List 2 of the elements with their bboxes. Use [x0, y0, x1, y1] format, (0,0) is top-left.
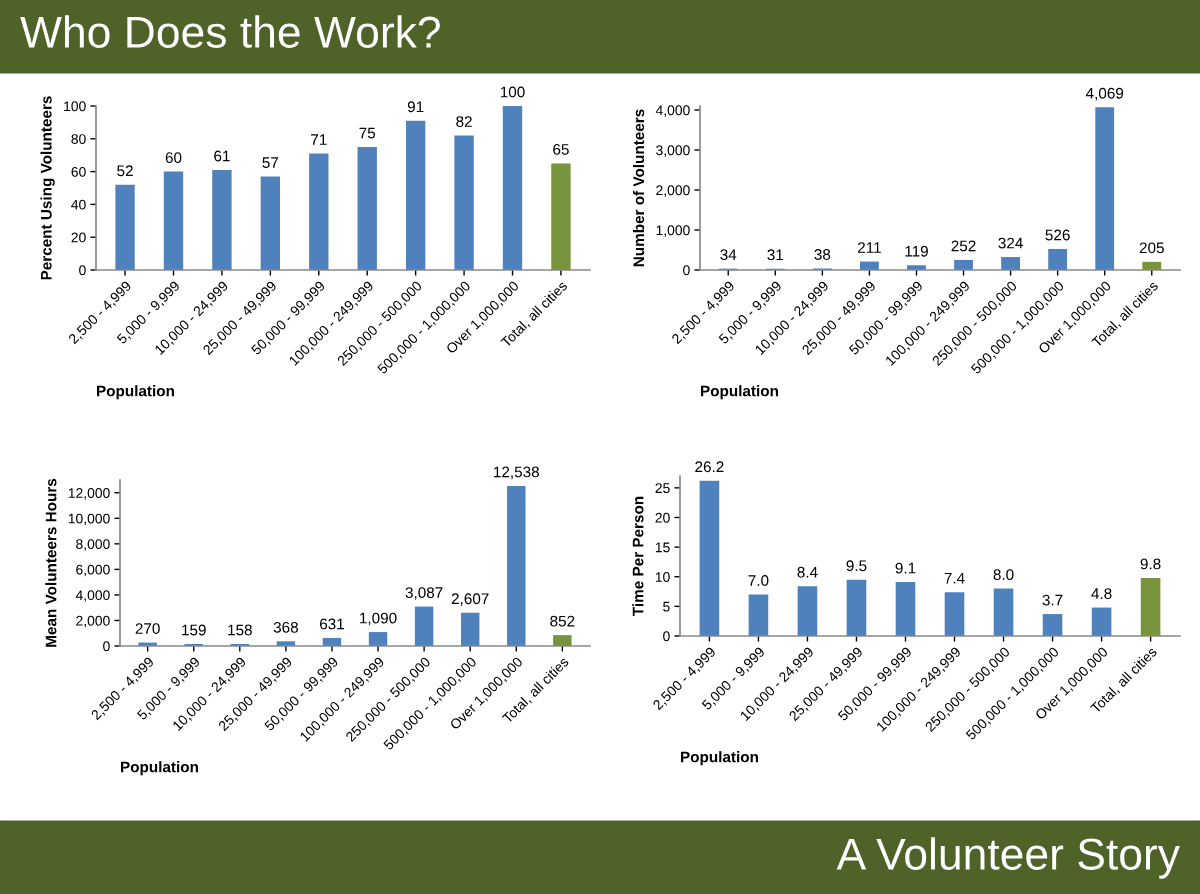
chart-title: Who Does the Work? — [20, 15, 440, 48]
text: A Volunteer Story — [836, 837, 1180, 879]
